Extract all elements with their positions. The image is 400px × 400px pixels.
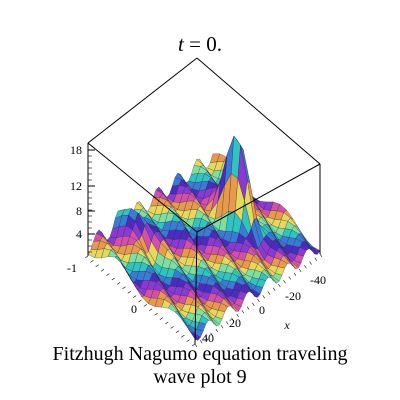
x-minor-tick [288,276,291,280]
x-minor-tick [205,336,208,340]
y-minor-tick [181,334,185,338]
box-edge-top-right [196,57,321,165]
x-minor-tick [267,291,271,295]
z-tick-label: 4 [76,227,82,241]
box-edge-top-back [87,57,198,144]
x-minor-tick [319,253,323,258]
y-minor-tick [132,295,137,298]
surface-mesh [87,135,321,341]
y-minor-tick [127,290,131,294]
bounding-box [87,57,321,345]
x-minor-tick [220,325,224,329]
figure-caption: Fitzhugh Nagumo equation traveling wave … [0,343,400,389]
x-minor-tick [257,298,260,303]
x-minor-tick [236,313,239,318]
x-tick-label: 40 [202,331,214,345]
y-minor-tick [165,321,169,325]
y-minor-tick [159,317,164,320]
y-minor-tick [149,308,153,312]
x-minor-tick [283,280,286,284]
y-tick-label: -1 [67,261,77,275]
y-minor-tick [95,264,99,268]
y-minor-tick [116,282,121,285]
x-minor-tick [194,343,198,348]
x-minor-tick [215,328,219,333]
x-tick-label: -40 [310,273,326,287]
x-minor-tick [272,287,276,291]
y-minor-tick [186,339,190,342]
y-minor-tick [175,330,180,334]
y-minor-tick [122,286,126,290]
z-tick-label: 8 [76,204,82,218]
x-minor-tick [199,340,203,344]
z-tick-label: 18 [70,143,82,157]
x-axis-label: x [283,318,290,332]
x-minor-tick [252,302,255,306]
y-minor-tick [90,260,94,263]
y-minor-tick [170,326,174,329]
x-tick-label: -20 [285,289,301,303]
y-tick-label: 0 [131,302,137,316]
x-minor-tick [226,321,229,325]
x-tick-label: 20 [229,316,241,330]
x-minor-tick [309,261,312,265]
y-minor-tick [138,299,142,303]
y-minor-tick [84,255,89,259]
x-minor-tick [210,332,213,336]
z-tick-label: 12 [70,179,82,193]
title-variable: t [178,32,184,56]
box-edge-top-left [87,142,198,233]
x-minor-tick [231,317,234,321]
surface-facet [188,328,198,341]
y-minor-tick [100,268,105,272]
title-value: = 0. [183,32,222,56]
x-minor-tick [246,306,250,310]
x-minor-tick [298,268,302,273]
caption-line-2: wave plot 9 [153,366,247,388]
y-minor-tick [143,304,148,307]
x-minor-tick [293,272,297,276]
x-minor-tick [304,265,307,269]
x-minor-tick [314,257,318,261]
axis-ticks: 18 12 8 4 -1 0 -40 -20 0 20 40 x [67,143,326,348]
x-minor-tick [278,283,281,288]
x-minor-tick [262,295,265,299]
x-minor-tick [241,310,245,314]
y-minor-tick [106,273,110,276]
x-tick-label: 0 [259,303,265,317]
y-minor-tick [191,343,196,347]
plot-title: t = 0. [0,32,400,57]
caption-line-1: Fitzhugh Nagumo equation traveling [52,343,348,365]
box-edge-front-vertical [194,231,198,345]
y-minor-tick [111,277,115,281]
y-minor-tick [154,312,158,316]
box-edge-top-front [196,163,321,233]
